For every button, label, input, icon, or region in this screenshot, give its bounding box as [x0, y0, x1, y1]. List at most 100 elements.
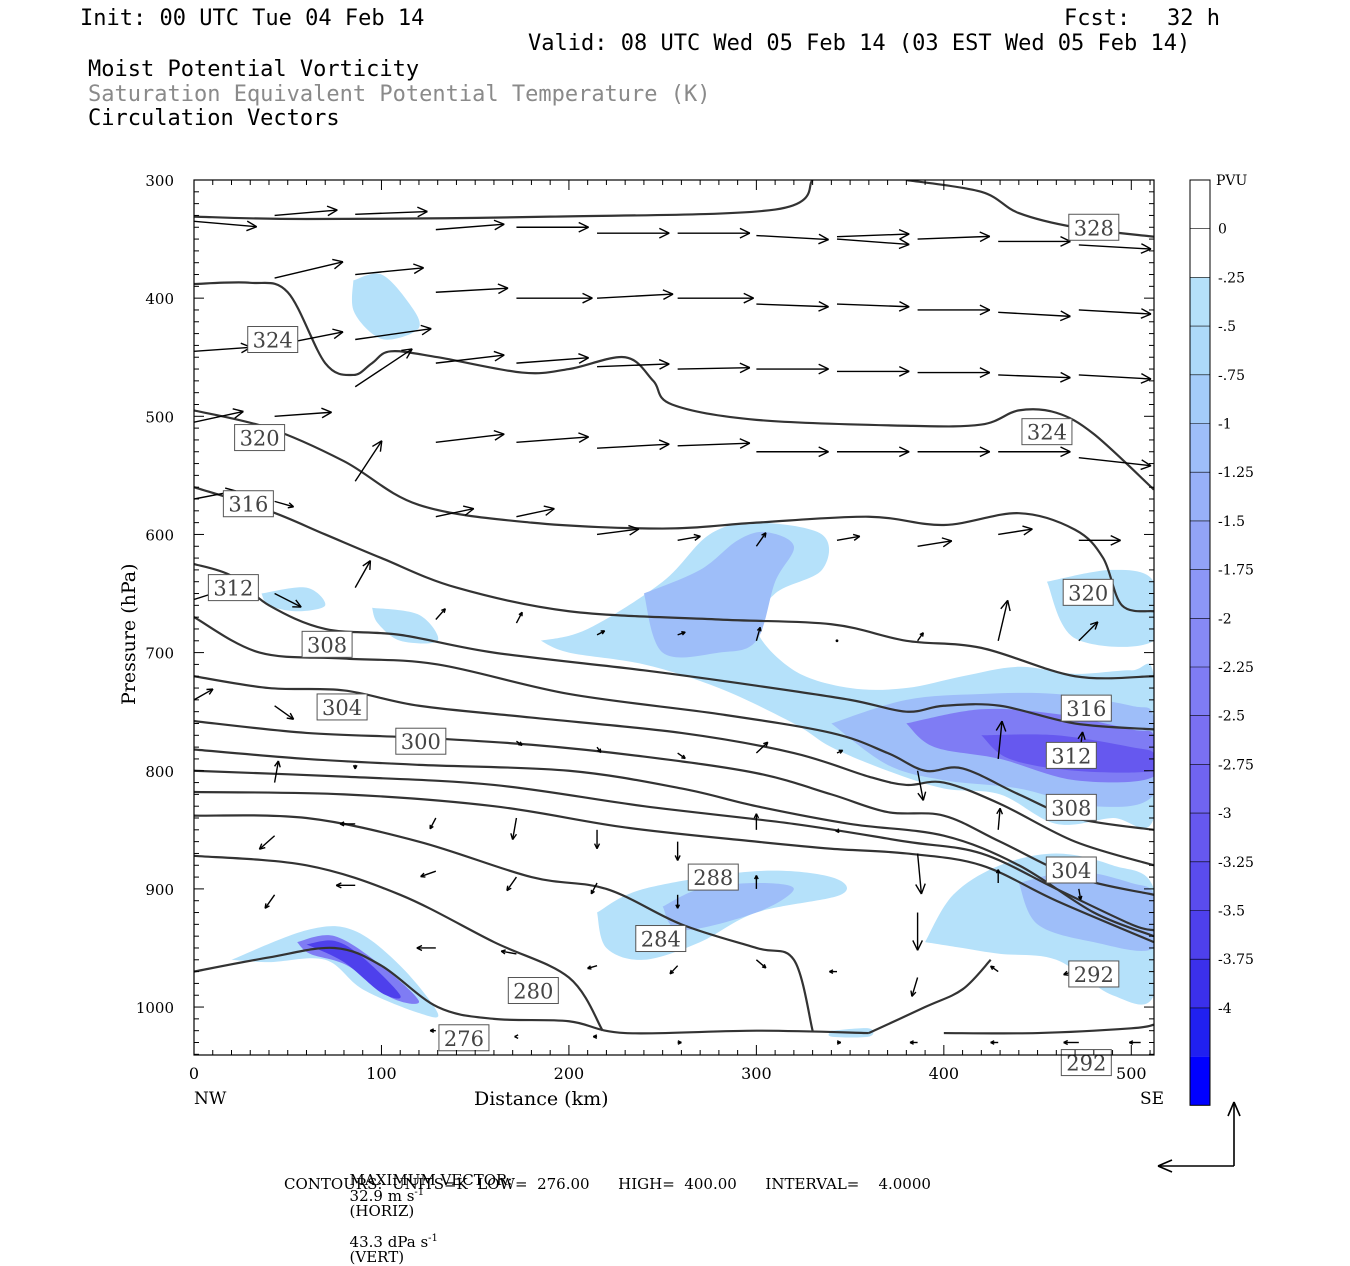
circulation-vector — [597, 290, 673, 300]
colorbar-swatch — [1190, 911, 1210, 960]
circulation-vector — [670, 966, 678, 974]
y-tick-label: 800 — [145, 763, 174, 781]
circulation-vector — [516, 354, 588, 364]
colorbar-swatch — [1190, 1008, 1210, 1057]
circulation-vector — [913, 913, 923, 951]
y-tick-label: 900 — [145, 881, 174, 899]
colorbar-label: -2.5 — [1218, 709, 1245, 725]
circulation-vector — [678, 753, 686, 758]
svg-text:304: 304 — [322, 696, 362, 720]
circulation-vector — [678, 1041, 682, 1044]
colorbar-swatch — [1190, 618, 1210, 667]
circulation-vector — [678, 228, 750, 238]
svg-text:320: 320 — [1068, 581, 1108, 605]
circulation-vector — [998, 372, 1070, 382]
x-tick-label: 0 — [189, 1064, 199, 1083]
circulation-vector — [910, 1041, 918, 1044]
circulation-vector — [837, 447, 909, 457]
colorbar-label: -.75 — [1218, 368, 1245, 384]
contour-label: 276 — [439, 1025, 489, 1051]
circulation-vector — [417, 945, 436, 950]
svg-text:276: 276 — [444, 1027, 484, 1051]
circulation-vector — [918, 232, 990, 242]
circulation-vector — [507, 877, 517, 891]
circulation-vector — [1129, 1041, 1140, 1044]
circulation-vector — [275, 501, 294, 507]
circulation-vector — [918, 447, 990, 457]
contour-label: 304 — [1046, 857, 1096, 883]
circulation-vector — [991, 966, 999, 971]
contour-label: 312 — [1046, 742, 1096, 768]
contour-label: 292 — [1069, 961, 1119, 987]
circulation-vector — [1079, 374, 1151, 384]
circulation-vector — [355, 349, 412, 387]
x-end-label-right: SE — [1140, 1089, 1164, 1109]
colorbar-swatch — [1190, 326, 1210, 375]
max-vector-horiz-tag: (HORIZ) — [350, 1202, 415, 1220]
circulation-vector — [837, 230, 909, 240]
circulation-vector — [275, 259, 343, 278]
vert-unit-exp: -1 — [428, 1233, 438, 1244]
circulation-vector — [1079, 244, 1151, 254]
contour-label: 312 — [208, 575, 258, 601]
contour-label: 328 — [1069, 214, 1119, 240]
contour-label: 280 — [508, 978, 558, 1004]
svg-text:304: 304 — [1051, 859, 1091, 883]
circulation-vector — [837, 367, 909, 377]
circulation-vector — [911, 978, 918, 997]
svg-text:320: 320 — [240, 427, 280, 451]
svg-text:284: 284 — [641, 928, 681, 952]
colorbar-label: -3.5 — [1218, 904, 1245, 920]
circulation-vector — [336, 883, 355, 888]
contour-label: 316 — [1061, 695, 1111, 721]
circulation-vector — [918, 633, 924, 641]
circulation-vector — [837, 302, 909, 312]
colorbar-swatch — [1190, 277, 1210, 326]
circulation-vector — [756, 364, 828, 374]
circulation-vector — [430, 818, 436, 829]
contour-label: 320 — [1063, 579, 1113, 605]
contour-label: 308 — [1046, 794, 1096, 820]
x-tick-label: 300 — [741, 1064, 772, 1083]
contour-info: CONTOURS: UNITS=K LOW= 276.00 HIGH= 400.… — [284, 1177, 931, 1192]
circulation-vector — [998, 526, 1032, 535]
contour-label: 320 — [235, 425, 285, 451]
contour-label: 324 — [1022, 419, 1072, 445]
colorbar-label: -3 — [1218, 806, 1232, 822]
y-tick-label: 500 — [145, 408, 174, 426]
circulation-vector — [595, 830, 600, 849]
circulation-vector — [998, 600, 1010, 641]
colorbar-label: 0 — [1218, 222, 1227, 238]
colorbar-label: -1 — [1218, 417, 1232, 433]
circulation-vector — [275, 706, 294, 720]
svg-text:280: 280 — [513, 980, 553, 1004]
circulation-vector — [678, 293, 754, 303]
circulation-vector — [516, 293, 592, 303]
circulation-vector — [355, 264, 423, 275]
circulation-vector — [675, 842, 680, 861]
circulation-vector — [997, 808, 1003, 830]
circulation-vector — [837, 239, 909, 249]
colorbar-label: -4 — [1218, 1001, 1232, 1017]
circulation-vector — [918, 538, 952, 547]
contour-label: 288 — [688, 864, 738, 890]
circulation-vector — [355, 561, 370, 588]
colorbar-label: -1.5 — [1218, 514, 1245, 530]
circulation-vector — [588, 966, 598, 969]
circulation-vector — [678, 439, 750, 449]
colorbar-swatch — [1190, 959, 1210, 1008]
contour-label: 292 — [1061, 1050, 1111, 1076]
svg-text:308: 308 — [1051, 796, 1091, 820]
colorbar-swatch — [1190, 180, 1210, 229]
svg-text:316: 316 — [1066, 697, 1106, 721]
svg-text:288: 288 — [693, 866, 733, 890]
svg-text:328: 328 — [1074, 216, 1114, 240]
circulation-vector — [436, 431, 504, 443]
colorbar-swatch — [1190, 862, 1210, 911]
circulation-vector — [756, 960, 766, 968]
colorbar-swatch — [1190, 521, 1210, 570]
circulation-vector — [355, 441, 382, 482]
circulation-vector — [916, 853, 926, 894]
circulation-vector — [1079, 309, 1151, 319]
